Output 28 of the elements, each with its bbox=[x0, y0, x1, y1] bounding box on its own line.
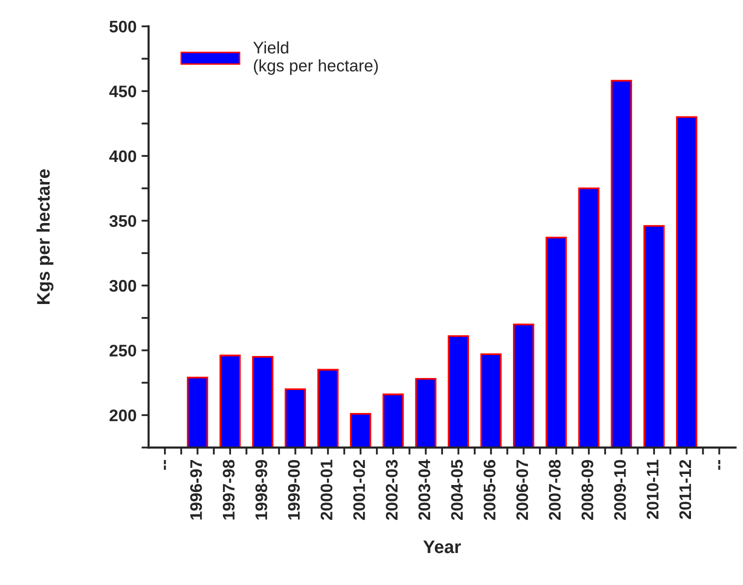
x-tick-label: 2010-11 bbox=[646, 460, 659, 519]
x-tick-label: 2008-09 bbox=[582, 460, 594, 520]
x-tick-label: 2005-06 bbox=[484, 460, 496, 520]
x-tick-label: 2002-03 bbox=[386, 460, 398, 520]
legend-label: Yield (kgs per hectare) bbox=[253, 41, 378, 75]
y-tick-label: 200 bbox=[110, 410, 136, 422]
x-tick-label: -- bbox=[718, 460, 720, 470]
x-tick-label: 1999-00 bbox=[288, 460, 300, 520]
y-tick-label: 500 bbox=[110, 20, 136, 33]
x-tick-label: 2000-01 bbox=[320, 460, 332, 520]
x-tick-label: 2001-02 bbox=[353, 460, 366, 520]
x-tick-label: 1996-97 bbox=[190, 460, 202, 520]
x-axis-title: Year bbox=[423, 540, 461, 554]
y-axis-title: Kgs per hectare bbox=[36, 169, 54, 304]
y-tick-label: 400 bbox=[109, 150, 136, 162]
x-tick-label: 2009-10 bbox=[614, 460, 626, 520]
x-tick-label: 2004-05 bbox=[451, 460, 463, 520]
y-tick-label: 250 bbox=[110, 344, 136, 357]
y-tick-label: 300 bbox=[109, 280, 136, 292]
x-tick-label: 2007-08 bbox=[548, 460, 561, 520]
x-tick-label: -- bbox=[164, 460, 166, 470]
x-tick-label: 1998-99 bbox=[255, 460, 268, 520]
y-tick-label: 450 bbox=[109, 86, 136, 98]
y-tick-label: 350 bbox=[109, 215, 136, 227]
x-tick-label: 2011-12 bbox=[679, 460, 692, 519]
x-tick-label: 1997-98 bbox=[222, 460, 235, 520]
x-tick-label: 2006-07 bbox=[516, 460, 528, 520]
x-tick-label: 2003-04 bbox=[418, 459, 430, 520]
